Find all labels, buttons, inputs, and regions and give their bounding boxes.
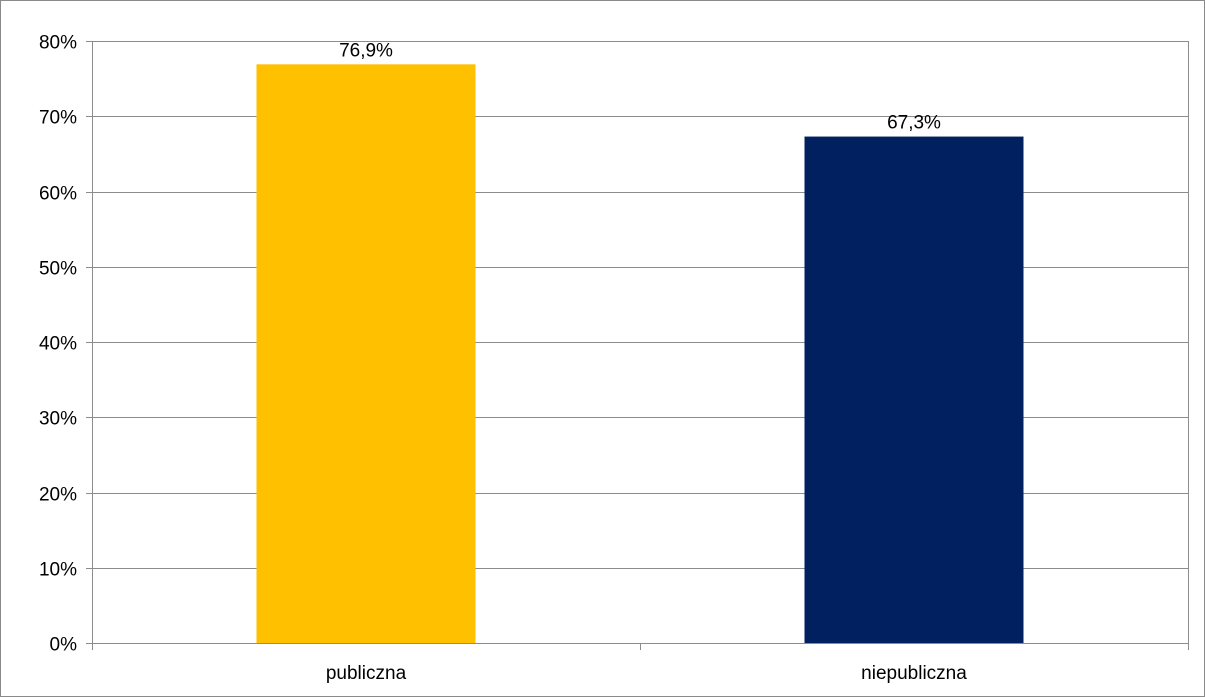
axes bbox=[86, 41, 1189, 650]
y-tick-label: 70% bbox=[39, 108, 77, 129]
x-tick-labels: publiczna niepubliczna bbox=[326, 663, 967, 684]
data-label: 76,9% bbox=[339, 40, 393, 61]
data-labels: 76,9% 67,3% bbox=[339, 40, 941, 133]
x-tick-label: niepubliczna bbox=[861, 663, 967, 684]
y-tick-label: 80% bbox=[39, 33, 77, 54]
y-tick-label: 0% bbox=[50, 635, 78, 656]
x-tick-label: publiczna bbox=[326, 663, 407, 684]
bars bbox=[256, 64, 1024, 643]
bar bbox=[256, 64, 476, 643]
y-tick-label: 20% bbox=[39, 485, 77, 506]
y-tick-label: 10% bbox=[39, 560, 77, 581]
y-tick-label: 40% bbox=[39, 334, 77, 355]
bar bbox=[804, 136, 1024, 643]
y-tick-labels: 0% 10% 20% 30% 40% 50% 60% 70% 80% bbox=[39, 33, 77, 656]
y-tick-label: 50% bbox=[39, 259, 77, 280]
data-label: 67,3% bbox=[887, 113, 941, 134]
gridlines bbox=[92, 41, 1188, 644]
y-tick-label: 60% bbox=[39, 184, 77, 205]
y-tick-label: 30% bbox=[39, 409, 77, 430]
